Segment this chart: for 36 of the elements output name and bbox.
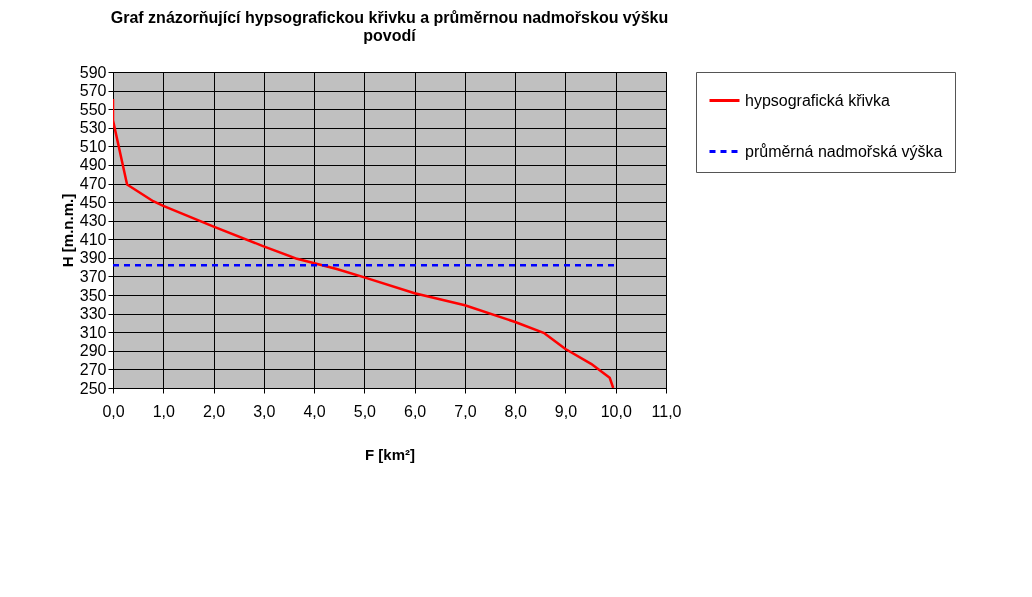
y-tick-label: 370 — [79, 267, 107, 285]
y-tick-label: 310 — [79, 323, 107, 341]
x-tick-label: 10,0 — [600, 402, 632, 420]
y-tick-label: 410 — [79, 230, 107, 248]
x-tick-label: 0,0 — [102, 402, 125, 420]
x-tick-label: 3,0 — [253, 402, 276, 420]
legend-label: hypsografická křivka — [745, 91, 891, 109]
y-tick-label: 470 — [79, 175, 107, 193]
x-tick-label: 1,0 — [152, 402, 175, 420]
y-tick-label: 430 — [79, 212, 107, 230]
y-tick-label: 590 — [79, 63, 107, 81]
line-series — [113, 97, 615, 388]
y-tick-label: 490 — [79, 156, 107, 174]
y-tick-label: 330 — [79, 305, 107, 323]
y-tick-label: 510 — [79, 137, 107, 155]
y-tick-label: 570 — [79, 82, 107, 100]
x-tick-label: 7,0 — [454, 402, 477, 420]
y-tick-label: 550 — [79, 100, 107, 118]
y-tick-label: 450 — [79, 193, 107, 211]
y-tick-label: 390 — [79, 249, 107, 267]
x-tick-label: 4,0 — [303, 402, 326, 420]
y-tick-label: 530 — [79, 119, 107, 137]
x-tick-label: 9,0 — [554, 402, 578, 420]
x-tick-label: 5,0 — [353, 402, 377, 420]
x-tick-label: 8,0 — [504, 402, 527, 420]
x-axis-title: F [km²] — [365, 445, 415, 463]
y-tick-label: 350 — [79, 286, 107, 304]
x-tick-label: 6,0 — [404, 402, 427, 420]
chart-title: Graf znázorňující hypsografickou křivku a průměrnou nadmořskou výšku povodí — [110, 9, 669, 44]
legend-label: průměrná nadmořská výška — [745, 142, 943, 160]
y-tick-label: 270 — [79, 360, 107, 378]
y-tick-label: 290 — [79, 342, 107, 360]
y-tick-label: 250 — [79, 379, 107, 397]
x-tick-label: 11,0 — [651, 402, 682, 420]
y-axis-title: H [m.n.m.] — [58, 193, 76, 268]
x-tick-label: 2,0 — [202, 402, 226, 420]
